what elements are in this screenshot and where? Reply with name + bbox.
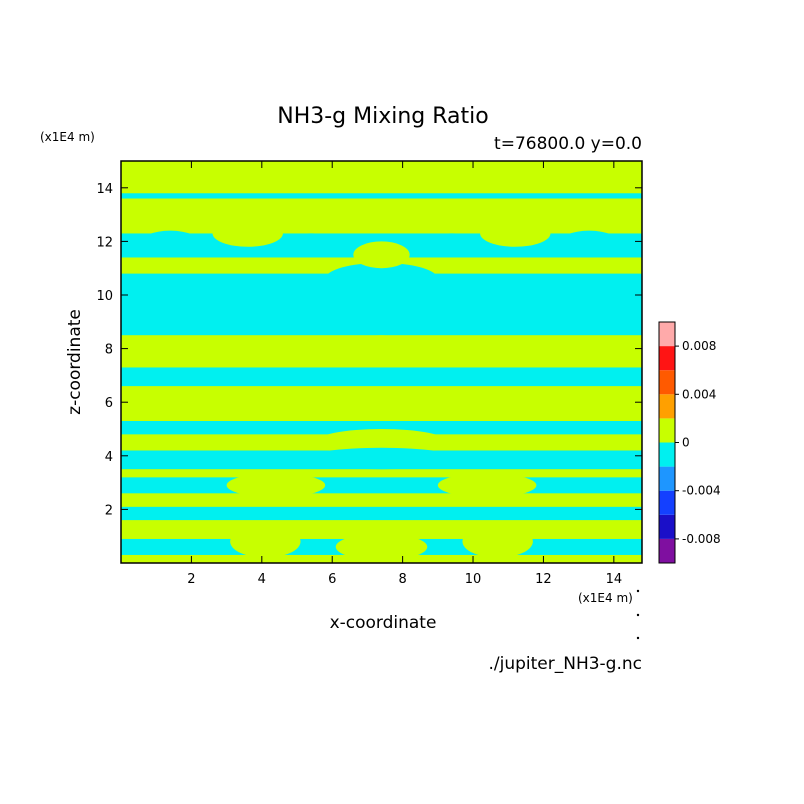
colorbar-swatch bbox=[659, 394, 675, 419]
contour-blob bbox=[325, 262, 438, 296]
contour-blob bbox=[212, 219, 283, 247]
contour-blob bbox=[353, 241, 410, 269]
contour-blob bbox=[304, 447, 459, 470]
y-axis-units: (x1E4 m) bbox=[40, 130, 95, 144]
colorbar-tick-label: -0.004 bbox=[682, 484, 721, 498]
x-tick-label: 2 bbox=[187, 572, 195, 587]
chart-subtitle: t=76800.0 y=0.0 bbox=[494, 134, 642, 154]
contour-band bbox=[121, 193, 642, 199]
contour-band bbox=[121, 161, 642, 194]
stray-mark bbox=[636, 589, 640, 593]
contour-blob bbox=[335, 533, 428, 561]
x-tick-label: 10 bbox=[465, 572, 482, 587]
contour-band bbox=[121, 506, 642, 521]
colorbar: -0.008 -0.004 0 0.004 0.008 bbox=[658, 321, 721, 564]
stray-marks bbox=[636, 589, 640, 640]
colorbar-swatch bbox=[659, 346, 675, 371]
stray-mark bbox=[636, 613, 640, 617]
y-tick-label: 10 bbox=[96, 289, 113, 304]
colorbar-swatch bbox=[659, 442, 675, 467]
contour-blob bbox=[557, 230, 621, 258]
y-axis-label: z-coordinate bbox=[65, 309, 85, 415]
x-tick-label: 4 bbox=[258, 572, 266, 587]
colorbar-swatch bbox=[659, 514, 675, 539]
x-tick-label: 8 bbox=[398, 572, 406, 587]
y-axis-ticks: 2 4 6 8 10 12 14 bbox=[96, 182, 642, 518]
x-tick-label: 12 bbox=[535, 572, 552, 587]
colorbar-tick-label: -0.008 bbox=[682, 532, 721, 546]
contour-blob bbox=[289, 233, 333, 250]
x-axis-label: x-coordinate bbox=[330, 613, 437, 633]
colorbar-swatch bbox=[659, 490, 675, 515]
contour-band bbox=[121, 477, 642, 494]
contour-blob bbox=[138, 230, 202, 258]
contour-blob bbox=[230, 525, 301, 558]
x-tick-label: 6 bbox=[328, 572, 336, 587]
y-tick-label: 8 bbox=[105, 343, 113, 358]
x-axis-ticks: 2 4 6 8 10 12 14 bbox=[187, 161, 622, 587]
colorbar-swatch bbox=[659, 322, 675, 347]
y-tick-label: 6 bbox=[105, 396, 113, 411]
colorbar-tick-label: 0.008 bbox=[682, 339, 716, 353]
y-tick-label: 4 bbox=[105, 450, 113, 465]
colorbar-swatch bbox=[659, 418, 675, 443]
contour-band bbox=[121, 493, 642, 507]
x-axis-units: (x1E4 m) bbox=[578, 591, 633, 605]
plot-area bbox=[121, 161, 642, 563]
colorbar-swatch bbox=[659, 538, 675, 563]
contour-band bbox=[121, 469, 642, 478]
contour-band bbox=[121, 420, 642, 435]
colorbar-tick-label: 0 bbox=[682, 436, 690, 450]
contour-blob bbox=[480, 219, 551, 247]
plot-frame bbox=[120, 160, 643, 564]
contour-band bbox=[121, 198, 642, 234]
colorbar-swatch bbox=[659, 466, 675, 491]
contour-blob bbox=[226, 473, 326, 498]
colorbar-swatch bbox=[659, 370, 675, 395]
contour-blob bbox=[349, 335, 414, 362]
y-tick-label: 2 bbox=[105, 503, 113, 518]
y-tick-label: 14 bbox=[96, 182, 113, 197]
contour-band bbox=[121, 367, 642, 387]
y-tick-label: 12 bbox=[96, 235, 113, 250]
x-tick-label: 14 bbox=[606, 572, 623, 587]
contour-band bbox=[121, 386, 642, 421]
stray-mark bbox=[636, 636, 640, 640]
chart-title: NH3-g Mixing Ratio bbox=[277, 104, 489, 129]
contour-blob bbox=[430, 233, 474, 250]
colorbar-tick-label: 0.004 bbox=[682, 387, 716, 401]
contour-blob bbox=[437, 473, 537, 498]
contour-blob bbox=[462, 525, 533, 558]
source-filename: ./jupiter_NH3-g.nc bbox=[488, 654, 642, 674]
